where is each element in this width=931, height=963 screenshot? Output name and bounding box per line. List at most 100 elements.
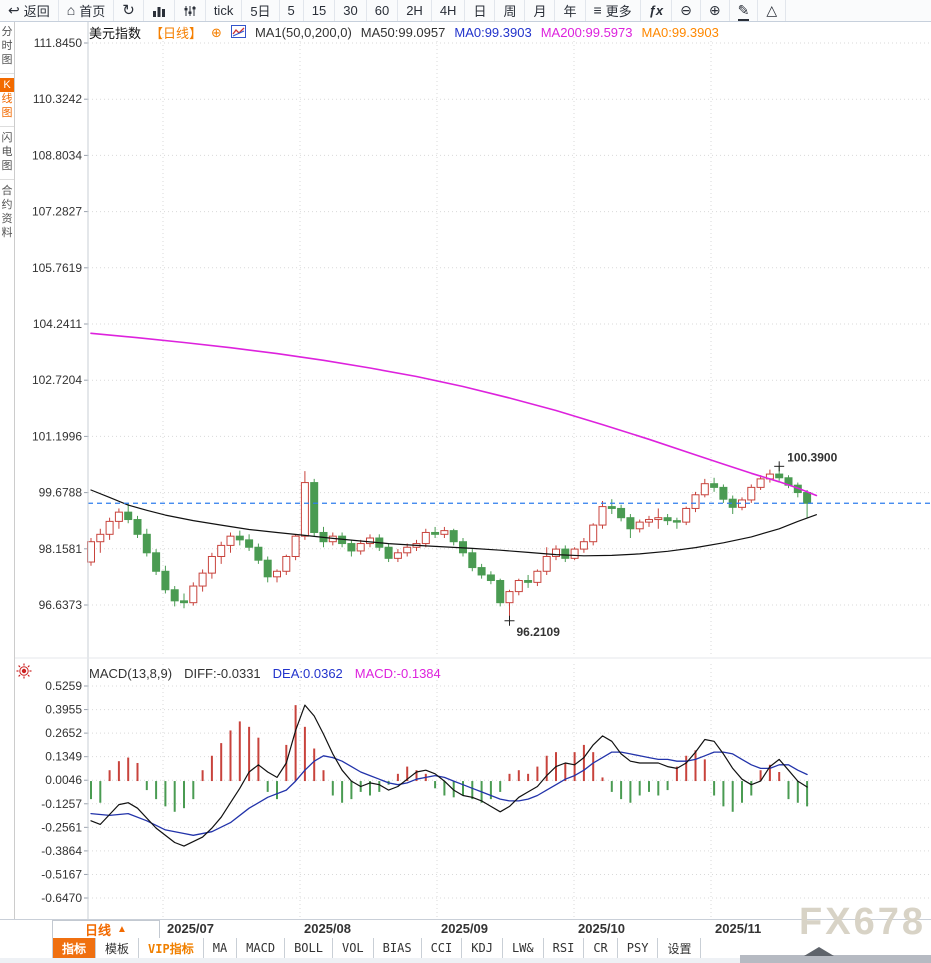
high-price-annotation: 100.3900 <box>787 450 837 464</box>
toolbar-period-5d-button[interactable]: 5日 <box>242 0 280 21</box>
toolbar-indicator-settings-button[interactable] <box>175 0 206 21</box>
zoom-in-icon: ⊕ <box>708 2 721 18</box>
price-axis-label: 98.1581 <box>39 542 83 556</box>
toolbar-tick-label: tick <box>213 3 234 18</box>
toolbar-period-15-button[interactable]: 15 <box>304 0 336 21</box>
chart-columns-icon <box>152 5 166 17</box>
bottom-strip <box>0 958 931 963</box>
toolbar-home-button[interactable]: ⌂ 首页 <box>59 0 115 21</box>
pen-icon: ✎ <box>737 2 750 21</box>
indicator-settings-sun-icon[interactable] <box>16 663 32 679</box>
sidebar-item-contract-info[interactable]: 合约资料 <box>0 180 14 246</box>
toolbar-back-label: 返回 <box>23 4 50 19</box>
toolbar-period-2h-button[interactable]: 2H <box>398 0 432 21</box>
tab-indicator[interactable]: 指标 <box>53 938 97 958</box>
ma50-value: MA50:99.0957 <box>360 25 446 40</box>
toolbar-more-label: 更多 <box>605 4 632 19</box>
sidebar-item-char: 时 <box>1 40 13 52</box>
toolbar-period-60-button[interactable]: 60 <box>367 0 399 21</box>
toolbar-back-button[interactable]: ↩ 返回 <box>0 0 59 21</box>
tab-psy[interactable]: PSY <box>618 938 659 958</box>
sidebar-item-char: 约 <box>1 199 13 211</box>
annotations: 100.3900 96.2109 <box>88 450 931 639</box>
tab-macd[interactable]: MACD <box>237 938 286 958</box>
home-icon: ⌂ <box>67 3 75 18</box>
tab-template[interactable]: 模板 <box>96 938 140 958</box>
toolbar-period-day-button[interactable]: 日 <box>465 0 496 21</box>
sliders-icon <box>184 5 196 16</box>
toolbar-period-year-button[interactable]: 年 <box>555 0 586 21</box>
price-axis-label: 105.7619 <box>32 261 82 275</box>
toolbar-period-week-button[interactable]: 周 <box>495 0 526 21</box>
toolbar-zoom-in-button[interactable]: ⊕ <box>701 0 730 21</box>
toolbar-shape-button[interactable]: △ <box>758 0 787 21</box>
ma0-blue-value: MA0:99.3903 <box>454 25 532 40</box>
timeframe-dropdown[interactable]: 日线 ▲ <box>52 920 160 939</box>
horizontal-scrollbar[interactable] <box>740 955 931 963</box>
sidebar-item-char: 图 <box>1 54 13 66</box>
sidebar-item-char: 料 <box>1 227 13 239</box>
zoom-in-icon: ⊕ <box>709 3 721 18</box>
x-axis-label: 2025/11 <box>715 921 762 936</box>
toolbar-more-button[interactable]: ≡ 更多 <box>586 0 641 21</box>
toolbar-period-4h-label: 4H <box>439 3 457 18</box>
mini-chart-icon[interactable] <box>230 24 246 41</box>
scroll-up-arrow-icon[interactable] <box>804 947 834 956</box>
macd-axis-label: -0.3864 <box>41 844 82 858</box>
sidebar-item-char: 线 <box>1 93 13 105</box>
price-axis-label: 108.8034 <box>32 148 82 162</box>
pen-icon: ✎ <box>737 2 750 21</box>
tab-vip-indicator[interactable]: VIP指标 <box>139 938 204 958</box>
symbol-name: 美元指数 <box>89 26 142 41</box>
toolbar-zoom-out-button[interactable]: ⊖ <box>672 0 701 21</box>
toolbar-period-30-button[interactable]: 30 <box>335 0 367 21</box>
toolbar-tick-button[interactable]: tick <box>206 0 243 21</box>
price-axis-label: 111.8450 <box>34 36 83 50</box>
toolbar-formula-button[interactable]: ƒx <box>641 0 673 21</box>
sidebar-item-lightning-chart[interactable]: 闪电图 <box>0 127 14 180</box>
fx-icon: ƒx <box>648 3 664 18</box>
toolbar-draw-button[interactable]: ✎ <box>730 0 759 21</box>
tab-ma[interactable]: MA <box>204 938 238 958</box>
tab-kdj[interactable]: KDJ <box>462 938 503 958</box>
zoom-out-icon: ⊖ <box>680 3 692 18</box>
sidebar-item-time-share-chart[interactable]: 分时图 <box>0 21 14 74</box>
period-tag: 【日线】 <box>150 26 203 41</box>
tab-cci[interactable]: CCI <box>422 938 463 958</box>
price-axis-label: 96.6373 <box>39 598 83 612</box>
toolbar-refresh-button[interactable]: ↻ <box>114 0 144 21</box>
chart-columns-icon <box>152 6 165 17</box>
macd-axis-label: 0.0046 <box>45 773 82 787</box>
refresh-icon: ↻ <box>122 2 135 19</box>
macd-axis-label: -0.1257 <box>41 797 82 811</box>
tab-bias[interactable]: BIAS <box>374 938 422 958</box>
macd-dea-value: DEA:0.0362 <box>272 666 343 681</box>
tab-cr[interactable]: CR <box>584 938 618 958</box>
price-axis-label: 101.1996 <box>32 429 82 443</box>
toolbar-period-5-button[interactable]: 5 <box>280 0 304 21</box>
tab-rsi[interactable]: RSI <box>544 938 585 958</box>
macd-macd-value: MACD:-0.1384 <box>354 666 441 681</box>
x-axis-label: 2025/09 <box>441 921 488 936</box>
tab-boll[interactable]: BOLL <box>285 938 333 958</box>
low-price-annotation: 96.2109 <box>517 625 561 639</box>
x-axis-label: 2025/07 <box>167 921 214 936</box>
ma0-orange-value: MA0:99.3903 <box>641 25 719 40</box>
tab-settings[interactable]: 设置 <box>658 938 702 958</box>
price-axis-label: 99.6788 <box>39 486 83 500</box>
chart-header: 美元指数 【日线】 ⊕ MA1(50,0,200,0) MA50:99.0957… <box>89 23 719 42</box>
toolbar-period-month-button[interactable]: 月 <box>525 0 556 21</box>
toolbar-period-4h-button[interactable]: 4H <box>432 0 466 21</box>
tab-vol[interactable]: VOL <box>333 938 374 958</box>
add-indicator-icon[interactable]: ⊕ <box>211 24 222 40</box>
chevron-up-icon: ▲ <box>117 924 127 935</box>
tab-lw[interactable]: LW& <box>503 938 544 958</box>
refresh-icon: ↻ <box>122 3 135 18</box>
menu-icon: ≡ <box>593 2 602 18</box>
macd-axis-label: 0.3955 <box>45 703 82 717</box>
toolbar-chart-type-button[interactable] <box>144 0 175 21</box>
sidebar-item-char: 电 <box>1 146 13 158</box>
